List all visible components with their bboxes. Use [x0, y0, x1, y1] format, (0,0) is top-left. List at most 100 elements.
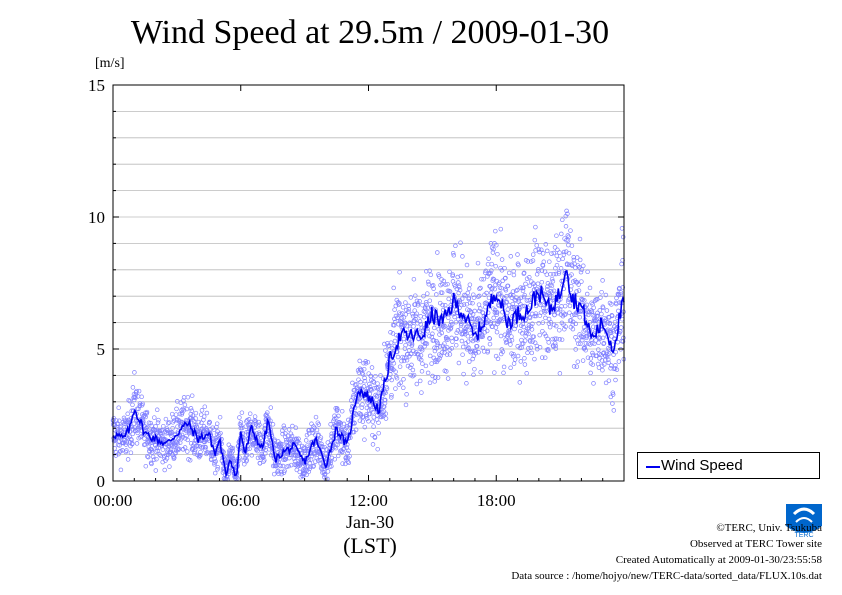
data-point: [388, 330, 393, 335]
data-point: [370, 419, 376, 424]
data-point: [534, 243, 539, 248]
data-point: [620, 234, 626, 240]
data-point: [270, 422, 276, 427]
data-point: [149, 461, 154, 467]
data-point: [127, 398, 133, 404]
data-point: [543, 315, 548, 321]
data-point: [510, 304, 515, 310]
data-point: [559, 337, 565, 342]
data-point: [511, 351, 516, 357]
data-point: [499, 347, 505, 352]
data-point: [528, 339, 533, 344]
data-point: [549, 251, 554, 256]
data-point: [148, 420, 153, 426]
data-point: [252, 414, 258, 419]
data-point: [446, 296, 451, 302]
data-point: [440, 302, 445, 308]
data-point: [228, 445, 233, 450]
data-point: [445, 281, 450, 287]
data-point: [583, 341, 589, 346]
data-point: [510, 293, 516, 298]
data-point: [136, 406, 141, 412]
data-point: [372, 435, 378, 440]
data-point: [358, 379, 363, 385]
data-point: [135, 428, 140, 433]
data-point: [619, 261, 624, 267]
data-point: [203, 445, 209, 450]
data-point: [340, 449, 345, 454]
data-point: [282, 468, 287, 474]
data-point: [290, 423, 295, 429]
data-point: [503, 275, 508, 281]
data-point: [316, 432, 321, 438]
data-point: [437, 344, 443, 349]
data-point: [541, 305, 546, 311]
data-point: [467, 359, 472, 364]
data-point: [553, 323, 559, 329]
data-point: [555, 310, 561, 316]
data-point: [306, 469, 312, 474]
data-point: [474, 344, 480, 349]
legend-entry-wind-speed: Wind Speed: [661, 457, 743, 474]
data-point: [587, 320, 593, 325]
grid-lines: [113, 111, 624, 456]
data-point: [540, 328, 545, 334]
data-point: [322, 471, 328, 477]
data-point: [359, 371, 365, 376]
data-point: [211, 427, 217, 432]
data-point: [576, 282, 581, 287]
data-point: [162, 467, 167, 473]
data-point: [450, 339, 455, 344]
data-point: [427, 380, 433, 386]
data-point: [201, 417, 206, 423]
data-point: [593, 338, 598, 343]
data-point: [524, 371, 529, 376]
data-point: [521, 270, 527, 276]
data-point: [395, 315, 400, 320]
data-point: [130, 402, 135, 408]
data-point: [144, 424, 150, 430]
data-point: [199, 408, 205, 413]
data-point: [591, 381, 596, 386]
data-point: [175, 424, 180, 429]
data-point: [456, 283, 462, 288]
data-point: [600, 367, 605, 373]
data-point: [419, 348, 425, 353]
data-point: [506, 270, 512, 276]
data-point: [517, 380, 523, 385]
data-point: [577, 236, 583, 242]
data-point: [128, 450, 134, 455]
data-point: [554, 336, 559, 342]
data-point: [254, 447, 259, 453]
data-point: [436, 274, 442, 279]
data-point: [563, 312, 568, 317]
data-point: [415, 303, 421, 308]
data-point: [568, 228, 573, 233]
data-point: [486, 256, 491, 261]
data-point: [585, 312, 591, 318]
scatter-points: [110, 208, 627, 482]
legend-line-swatch: [646, 466, 660, 468]
data-point: [497, 290, 503, 296]
data-point: [459, 302, 464, 308]
data-point: [382, 400, 388, 406]
data-point: [602, 362, 607, 367]
data-point: [490, 250, 496, 255]
data-point: [179, 432, 185, 438]
data-point: [458, 240, 463, 245]
x-axis-label: (LST): [343, 533, 397, 558]
data-point: [253, 418, 258, 424]
data-point: [537, 345, 543, 350]
data-point: [194, 443, 200, 448]
data-point: [445, 337, 450, 342]
data-point: [383, 348, 388, 353]
data-point: [450, 272, 456, 277]
data-point: [546, 348, 551, 354]
data-point: [425, 291, 430, 296]
data-point: [437, 332, 442, 337]
data-point: [526, 331, 531, 337]
data-point: [511, 272, 517, 278]
data-point: [144, 425, 149, 431]
data-point: [604, 308, 610, 313]
data-point: [173, 451, 178, 456]
